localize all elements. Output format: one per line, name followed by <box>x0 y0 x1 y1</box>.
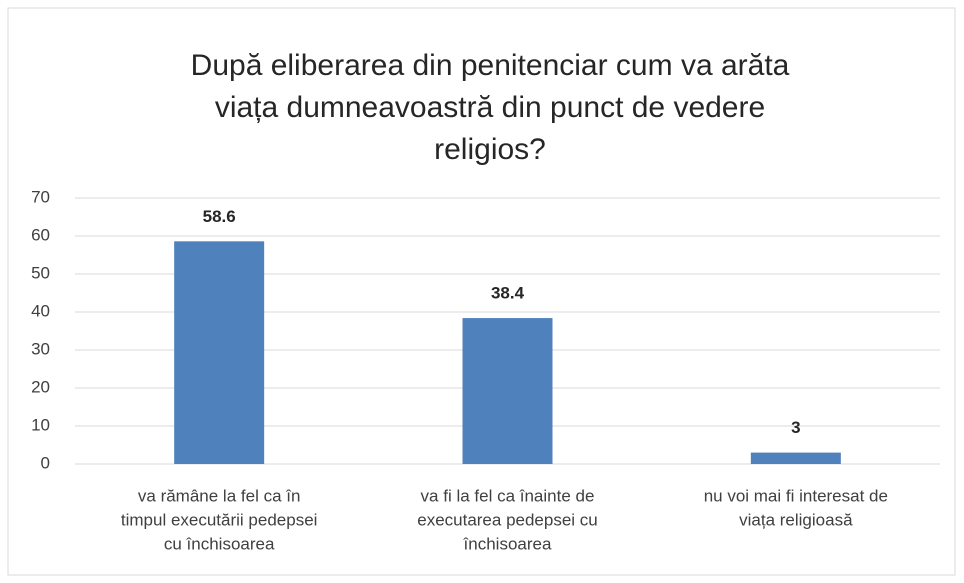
value-label: 38.4 <box>491 284 525 303</box>
bar <box>462 318 553 464</box>
value-label: 58.6 <box>203 207 236 226</box>
y-tick-label: 60 <box>31 225 50 244</box>
x-tick-label: timpul executării pedepsei <box>121 510 318 529</box>
bar <box>750 452 841 464</box>
y-tick-label: 20 <box>31 377 50 396</box>
bar <box>174 241 265 464</box>
y-tick-label: 10 <box>31 415 50 434</box>
y-tick-label: 50 <box>31 263 50 282</box>
value-label: 3 <box>791 418 800 437</box>
x-tick-label: executarea pedepsei cu <box>417 510 598 529</box>
x-tick-label: nu voi mai fi interesat de <box>704 486 888 505</box>
y-tick-label: 30 <box>31 339 50 358</box>
chart-title: religios? <box>434 133 546 166</box>
x-tick-label: va rămâne la fel ca în <box>138 486 301 505</box>
chart-border <box>7 7 956 576</box>
x-tick-label: viața religioasă <box>739 510 853 529</box>
x-tick-label: închisoarea <box>463 534 552 553</box>
x-tick-label: va fi la fel ca înainte de <box>421 486 595 505</box>
x-tick-label: cu închisoarea <box>164 534 275 553</box>
y-tick-label: 40 <box>31 301 50 320</box>
chart-title: După eliberarea din penitenciar cum va a… <box>191 49 790 82</box>
y-tick-label: 70 <box>31 187 50 206</box>
y-tick-label: 0 <box>41 453 50 472</box>
chart-title: viața dumneavoastră din punct de vedere <box>215 91 765 124</box>
